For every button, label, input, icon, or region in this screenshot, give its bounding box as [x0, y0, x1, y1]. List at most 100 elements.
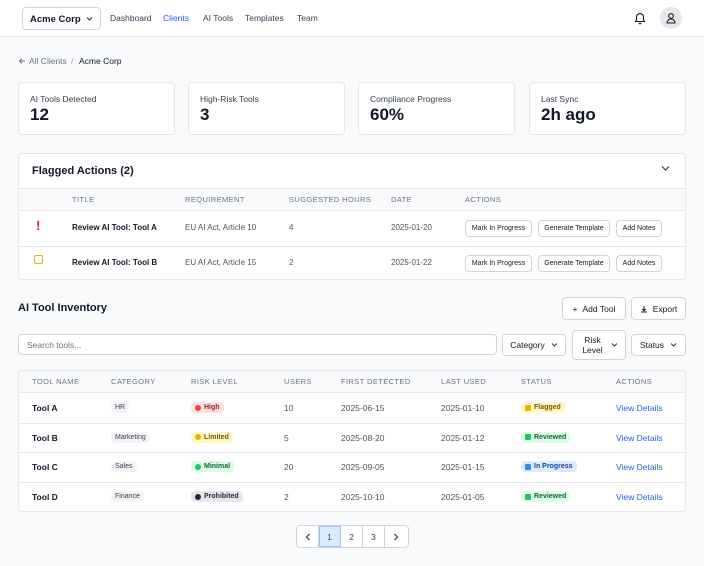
tool-name: Tool D: [32, 492, 58, 503]
stat-label: Compliance Progress: [370, 94, 452, 104]
stat-card: Last Sync 2h ago: [529, 82, 686, 135]
status-icon: [525, 493, 531, 500]
add-tool-button[interactable]: + Add Tool: [562, 297, 626, 320]
view-details-link[interactable]: View Details: [616, 432, 663, 443]
last-used: 2025-01-10: [441, 403, 485, 413]
category-tag: Sales: [111, 461, 137, 473]
cell-requirement: EU AI Act, Article 10: [185, 223, 257, 232]
action-button[interactable]: Add Notes: [616, 220, 662, 237]
breadcrumb-current: Acme Corp: [79, 56, 122, 66]
risk-label: Limited: [204, 433, 229, 441]
bell-icon[interactable]: [634, 12, 646, 25]
arrow-icon: [305, 533, 310, 540]
first-detected: 2025-09-05: [341, 462, 385, 473]
column-header: RISK LEVEL: [191, 377, 238, 386]
row-divider: [19, 211, 685, 212]
section-title: AI Tool Inventory: [18, 302, 108, 314]
arrow-icon: [394, 533, 399, 540]
prev-page-button[interactable]: [297, 526, 319, 547]
users: 20: [284, 462, 294, 473]
warning-icon: [34, 255, 43, 264]
column-header: TOOL NAME: [32, 377, 80, 386]
status-icon: [525, 404, 531, 411]
cell-date: 2025-01-22: [391, 258, 432, 267]
filter-dropdown[interactable]: Risk Level: [572, 330, 626, 360]
category-tag: Marketing: [111, 431, 150, 443]
category-tag: Finance: [111, 491, 144, 503]
status-badge: Reviewed: [521, 491, 571, 503]
column-header: SUGGESTED HOURS: [289, 195, 372, 204]
table-header: [19, 188, 685, 211]
avatar[interactable]: [660, 7, 682, 29]
nav-link[interactable]: Templates: [245, 13, 284, 23]
page-button[interactable]: 2: [341, 526, 363, 547]
view-details-link[interactable]: View Details: [616, 403, 663, 413]
breadcrumb-link[interactable]: All Clients: [29, 56, 67, 66]
row-divider: [19, 246, 685, 247]
stat-value: 3: [200, 105, 210, 124]
first-detected: 2025-08-20: [341, 432, 385, 443]
button-label: Add Tool: [582, 303, 616, 314]
collapse-toggle[interactable]: [661, 165, 670, 172]
breadcrumb-sep: /: [71, 56, 74, 66]
status-badge: Reviewed: [521, 431, 571, 443]
risk-badge: High: [191, 402, 224, 413]
stat-value: 12: [30, 105, 49, 124]
column-header: FIRST DETECTED: [341, 377, 411, 386]
page-button[interactable]: 3: [363, 526, 385, 547]
row-divider: [19, 422, 685, 424]
status-badge: Flagged: [521, 402, 565, 413]
page-button[interactable]: 1: [319, 526, 341, 547]
action-button[interactable]: Generate Template: [538, 220, 610, 237]
nav-link[interactable]: Dashboard: [110, 13, 152, 23]
row-divider: [19, 452, 685, 454]
table-header: [19, 371, 685, 393]
stat-label: AI Tools Detected: [30, 94, 97, 104]
section-title: Flagged Actions (2): [32, 165, 134, 177]
next-page-button[interactable]: [385, 526, 407, 547]
stat-label: Last Sync: [541, 94, 579, 104]
view-details-link[interactable]: View Details: [616, 462, 663, 473]
flagged-card: Flagged Actions (2) TITLE REQUIREMENT SUGG…: [18, 153, 686, 280]
users: 2: [284, 492, 289, 503]
search-input[interactable]: Search tools...: [18, 334, 497, 355]
export-button[interactable]: Export: [631, 297, 686, 320]
action-button[interactable]: Add Notes: [616, 255, 662, 272]
nav-link[interactable]: AI Tools: [203, 13, 234, 23]
column-header: ACTIONS: [465, 195, 502, 204]
filter-dropdown[interactable]: Status: [631, 334, 686, 356]
filter-dropdown[interactable]: Category: [502, 334, 566, 356]
column-header: DATE: [391, 195, 413, 204]
nav-link[interactable]: Team: [297, 13, 318, 23]
risk-badge: Limited: [191, 431, 233, 443]
risk-label: Prohibited: [204, 493, 239, 501]
alert-icon: !: [36, 218, 41, 233]
stat-value: 60%: [370, 105, 405, 124]
users: 5: [284, 432, 289, 443]
status-badge: In Progress: [521, 461, 577, 473]
action-button[interactable]: Mark In Progress: [465, 255, 532, 272]
column-header: ACTIONS: [616, 377, 653, 386]
action-button[interactable]: Mark In Progress: [465, 220, 532, 237]
column-header: CATEGORY: [111, 377, 156, 386]
risk-dot: [195, 434, 201, 441]
stat-card: Compliance Progress 60%: [358, 82, 515, 135]
action-button[interactable]: Generate Template: [538, 255, 610, 272]
cell-date: 2025-01-20: [391, 223, 432, 232]
filter-label: Status: [639, 340, 665, 350]
view-details-link[interactable]: View Details: [616, 492, 663, 503]
status-icon: [525, 463, 531, 470]
nav-link[interactable]: Clients: [163, 13, 189, 23]
cell-hours: 4: [289, 223, 294, 232]
column-header: REQUIREMENT: [185, 195, 245, 204]
org-selector[interactable]: Acme Corp: [22, 7, 101, 30]
stat-card: High-Risk Tools 3: [188, 82, 345, 135]
download-icon: [640, 305, 647, 312]
tool-name: Tool B: [32, 432, 58, 443]
first-detected: 2025-10-10: [341, 492, 385, 503]
last-used: 2025-01-15: [441, 462, 485, 473]
cell-title: Review AI Tool: Tool B: [72, 258, 158, 267]
risk-label: High: [204, 404, 220, 411]
button-label: Export: [652, 303, 678, 314]
